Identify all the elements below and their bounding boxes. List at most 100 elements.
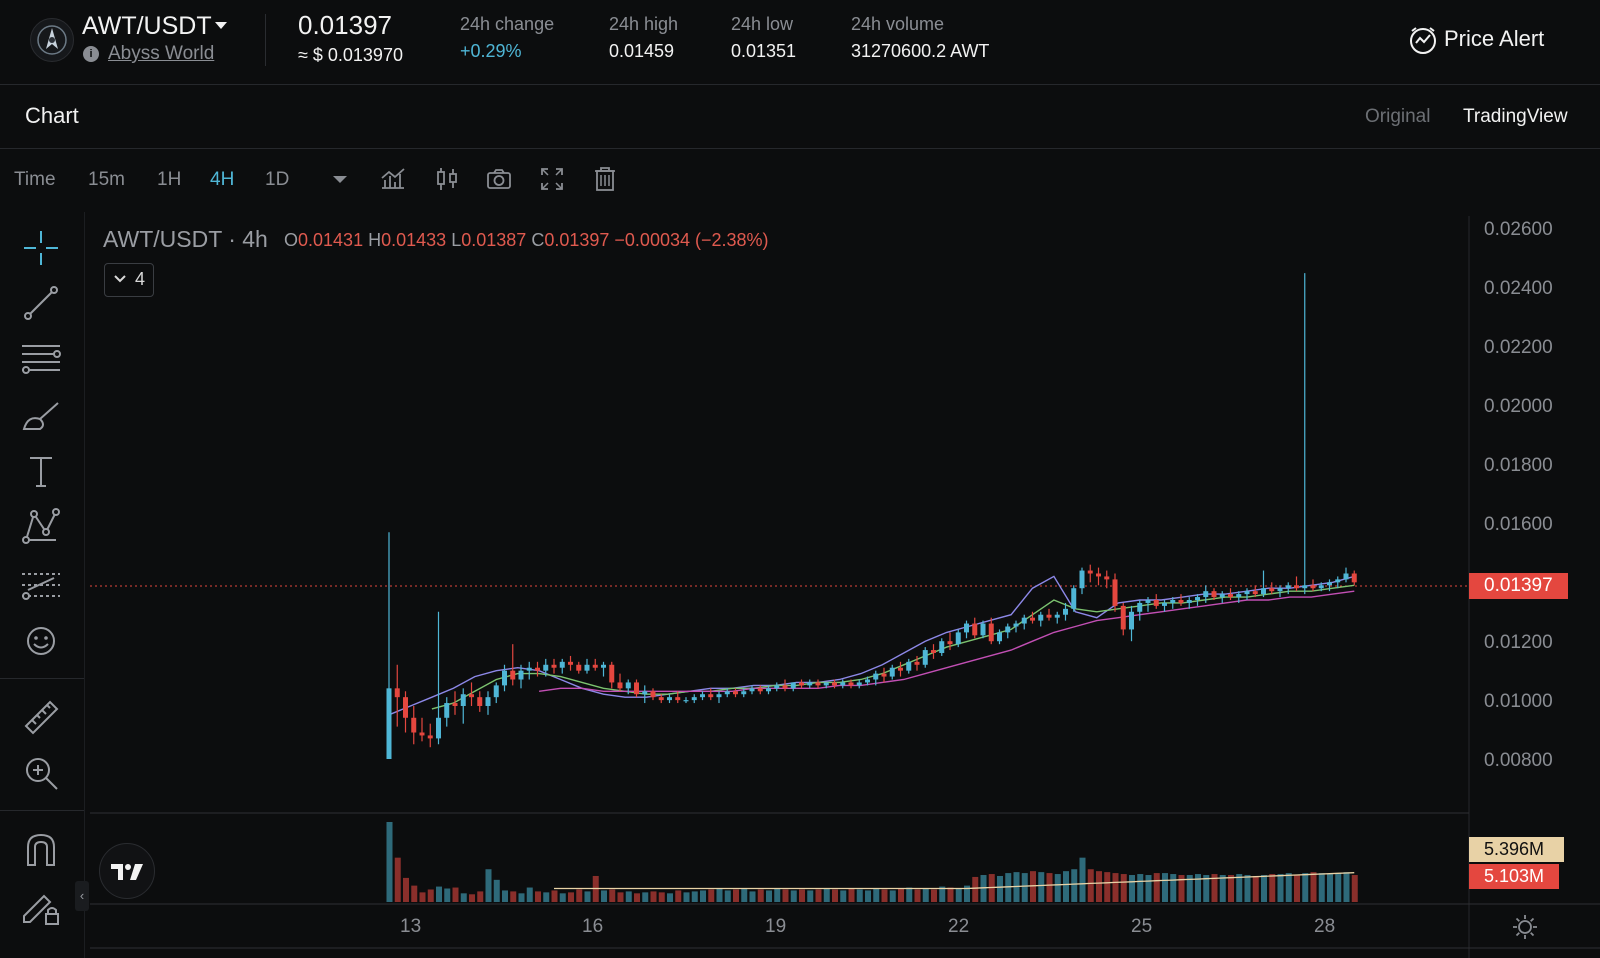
volume-bar bbox=[1071, 869, 1078, 902]
volume-bar bbox=[1021, 873, 1028, 902]
volume-bar bbox=[1310, 872, 1317, 902]
collapse-toolbar-button[interactable]: ‹ bbox=[75, 881, 89, 911]
fullscreen-icon[interactable] bbox=[537, 164, 567, 194]
y-tick: 0.02000 bbox=[1484, 396, 1553, 417]
volume-pane bbox=[386, 822, 1358, 902]
candle-body bbox=[1318, 585, 1324, 589]
candle-body bbox=[559, 661, 565, 668]
volume-bar bbox=[873, 888, 880, 902]
indicators-icon[interactable] bbox=[378, 164, 408, 194]
interval-1h[interactable]: 1H bbox=[157, 169, 182, 190]
candle-body bbox=[1302, 585, 1308, 589]
volume-bar bbox=[1335, 873, 1342, 902]
trend-line-icon[interactable] bbox=[20, 282, 62, 324]
volume-bar bbox=[1112, 873, 1119, 902]
candle-body bbox=[551, 664, 557, 668]
pattern-icon[interactable] bbox=[20, 506, 62, 548]
brush-icon[interactable] bbox=[20, 395, 62, 437]
trash-icon[interactable] bbox=[590, 164, 620, 194]
volume-bar bbox=[411, 885, 418, 902]
x-tick: 16 bbox=[582, 916, 604, 937]
y-tick: 0.02600 bbox=[1484, 219, 1553, 240]
chart-section-title: Chart bbox=[25, 103, 79, 128]
candle-body bbox=[980, 623, 986, 636]
text-icon[interactable] bbox=[20, 450, 62, 492]
volume-bar bbox=[460, 893, 467, 902]
candle-body bbox=[799, 682, 804, 686]
candle-body bbox=[1063, 608, 1068, 615]
candle-body bbox=[922, 650, 928, 665]
volume-bar bbox=[1129, 875, 1135, 902]
candle-body bbox=[642, 691, 648, 695]
zoom-in-icon[interactable] bbox=[20, 752, 62, 794]
candle-body bbox=[708, 694, 714, 698]
stat-label-24h-high: 24h high bbox=[609, 14, 679, 34]
candle-body bbox=[1046, 614, 1052, 618]
project-link[interactable]: Abyss World bbox=[108, 43, 215, 64]
pair-selector[interactable]: AWT/USDT bbox=[82, 12, 212, 40]
candle-body bbox=[1112, 579, 1118, 606]
candle-body bbox=[1236, 594, 1242, 598]
interval-time[interactable]: Time bbox=[14, 169, 56, 190]
ruler-icon[interactable] bbox=[20, 696, 62, 738]
volume-bar bbox=[898, 888, 904, 902]
tab-original[interactable]: Original bbox=[1365, 106, 1431, 127]
volume-bar bbox=[1195, 874, 1201, 902]
volume-bar bbox=[1327, 874, 1333, 902]
volume-bar bbox=[543, 892, 550, 902]
price-alert-label: Price Alert bbox=[1444, 26, 1545, 51]
chart-type-icon[interactable] bbox=[432, 164, 462, 194]
candle-body bbox=[617, 682, 623, 689]
volume-bar bbox=[502, 890, 508, 902]
crosshair-icon[interactable] bbox=[20, 227, 62, 269]
candle-body bbox=[997, 632, 1002, 642]
lock-drawings-icon[interactable] bbox=[20, 886, 62, 928]
candle-body bbox=[576, 664, 582, 671]
candle-body bbox=[419, 732, 425, 736]
volume-bar bbox=[1269, 874, 1276, 902]
volume-bar bbox=[485, 869, 492, 902]
candle-body bbox=[1219, 594, 1225, 598]
volume-bar bbox=[823, 888, 830, 902]
volume-bar bbox=[1244, 875, 1251, 902]
volume-bar bbox=[394, 857, 401, 902]
volume-bar bbox=[724, 890, 731, 902]
tradingview-logo-icon[interactable] bbox=[99, 843, 155, 899]
volume-bar bbox=[972, 876, 979, 902]
candle-body bbox=[634, 682, 639, 695]
volume-bar bbox=[741, 888, 748, 902]
volume-bar bbox=[980, 875, 987, 902]
y-tick: 0.01600 bbox=[1484, 514, 1553, 535]
volume-bar bbox=[815, 889, 822, 902]
info-icon[interactable]: i bbox=[83, 46, 99, 62]
candle-body bbox=[1079, 570, 1085, 589]
interval-1d[interactable]: 1D bbox=[265, 169, 290, 190]
volume-bar bbox=[576, 889, 583, 902]
candle-body bbox=[1327, 582, 1332, 586]
candle-body bbox=[856, 682, 862, 686]
fib-lines-icon[interactable] bbox=[20, 338, 62, 380]
candle-body bbox=[1104, 576, 1110, 580]
candle-body bbox=[691, 697, 697, 701]
interval-15m[interactable]: 15m bbox=[88, 169, 125, 190]
emoji-icon[interactable] bbox=[20, 620, 62, 662]
pair-dropdown-icon[interactable] bbox=[215, 22, 227, 29]
candle-body bbox=[658, 697, 664, 701]
indicators-toggle[interactable]: 4 bbox=[104, 263, 154, 297]
prediction-icon[interactable] bbox=[20, 564, 62, 606]
candle-body bbox=[1195, 597, 1200, 600]
candle-body bbox=[502, 670, 507, 686]
magnet-icon[interactable] bbox=[20, 829, 62, 871]
interval-4h[interactable]: 4H bbox=[210, 169, 235, 190]
volume-bar bbox=[922, 888, 929, 902]
volume-bar bbox=[700, 890, 706, 902]
interval-dropdown-icon[interactable] bbox=[325, 164, 355, 194]
gear-icon[interactable] bbox=[1511, 913, 1539, 941]
screenshot-icon[interactable] bbox=[484, 164, 514, 194]
candle-body bbox=[1285, 585, 1291, 589]
candle-body bbox=[700, 694, 705, 698]
volume-bar bbox=[551, 890, 558, 902]
tab-tradingview[interactable]: TradingView bbox=[1463, 106, 1568, 127]
candle-body bbox=[1211, 591, 1217, 598]
